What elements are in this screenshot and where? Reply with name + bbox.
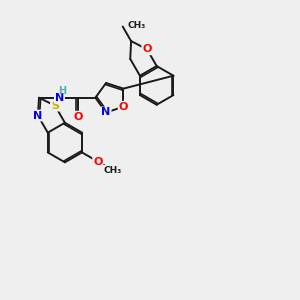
Text: N: N — [33, 110, 43, 121]
Text: S: S — [51, 100, 59, 111]
Text: O: O — [119, 102, 128, 112]
Text: N: N — [101, 107, 111, 117]
Text: H: H — [58, 86, 66, 96]
Text: CH₃: CH₃ — [103, 166, 122, 175]
Text: O: O — [93, 157, 103, 166]
Text: CH₃: CH₃ — [127, 21, 146, 30]
Text: N: N — [55, 93, 64, 103]
Text: O: O — [73, 112, 82, 122]
Text: O: O — [142, 44, 152, 54]
